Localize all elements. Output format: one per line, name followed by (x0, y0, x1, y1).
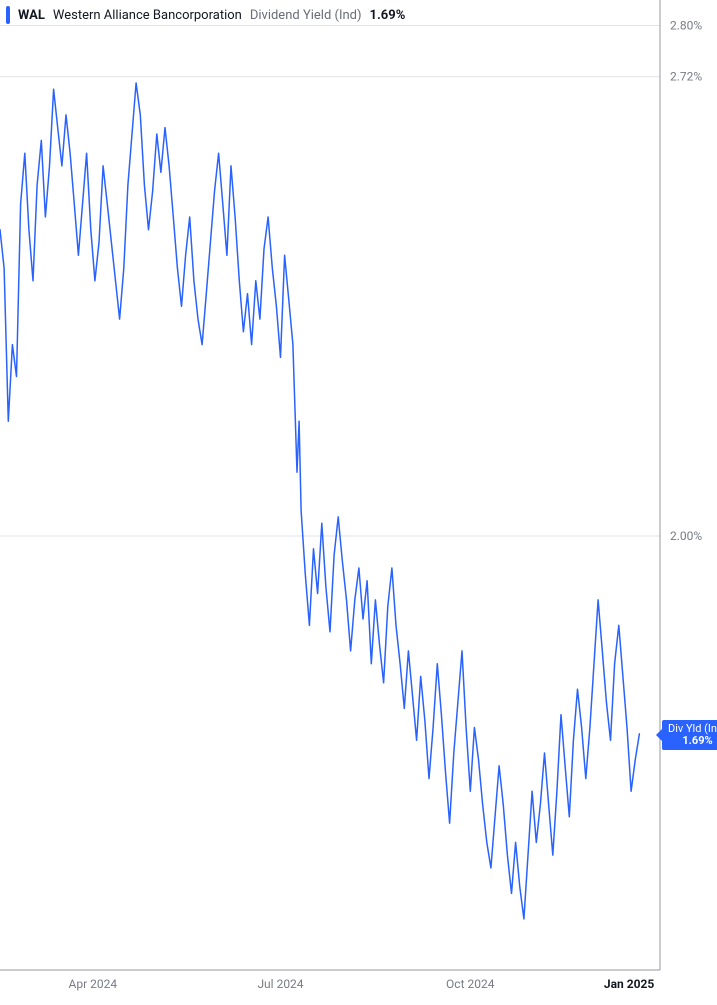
x-tick-label: Oct 2024 (446, 977, 495, 991)
x-tick-label: Apr 2024 (69, 977, 118, 991)
chart-legend: WAL Western Alliance Bancorporation Divi… (6, 6, 405, 24)
legend-value: 1.69% (370, 8, 406, 23)
legend-ticker: WAL (18, 8, 45, 23)
y-tick-label: 2.80% (670, 19, 702, 33)
last-value-tag: Div Yld (Ind) 1.69% (662, 720, 717, 750)
x-tick-label: Jul 2024 (257, 977, 303, 991)
y-tick-label: 2.00% (670, 529, 702, 543)
legend-company-name: Western Alliance Bancorporation (53, 8, 242, 23)
legend-metric: Dividend Yield (Ind) (250, 8, 362, 23)
legend-color-bar (6, 6, 10, 24)
chart-container: WAL Western Alliance Bancorporation Divi… (0, 0, 717, 1005)
price-chart[interactable]: 2.80% 2.72% 2.00% Apr 2024 Jul 2024 Oct 2024 J… (0, 0, 717, 1005)
x-tick-label: Jan 2025 (604, 977, 654, 991)
last-value-tag-value: 1.69% (668, 735, 717, 747)
dividend-yield-line (0, 83, 639, 919)
y-tick-label: 2.72% (670, 70, 702, 84)
